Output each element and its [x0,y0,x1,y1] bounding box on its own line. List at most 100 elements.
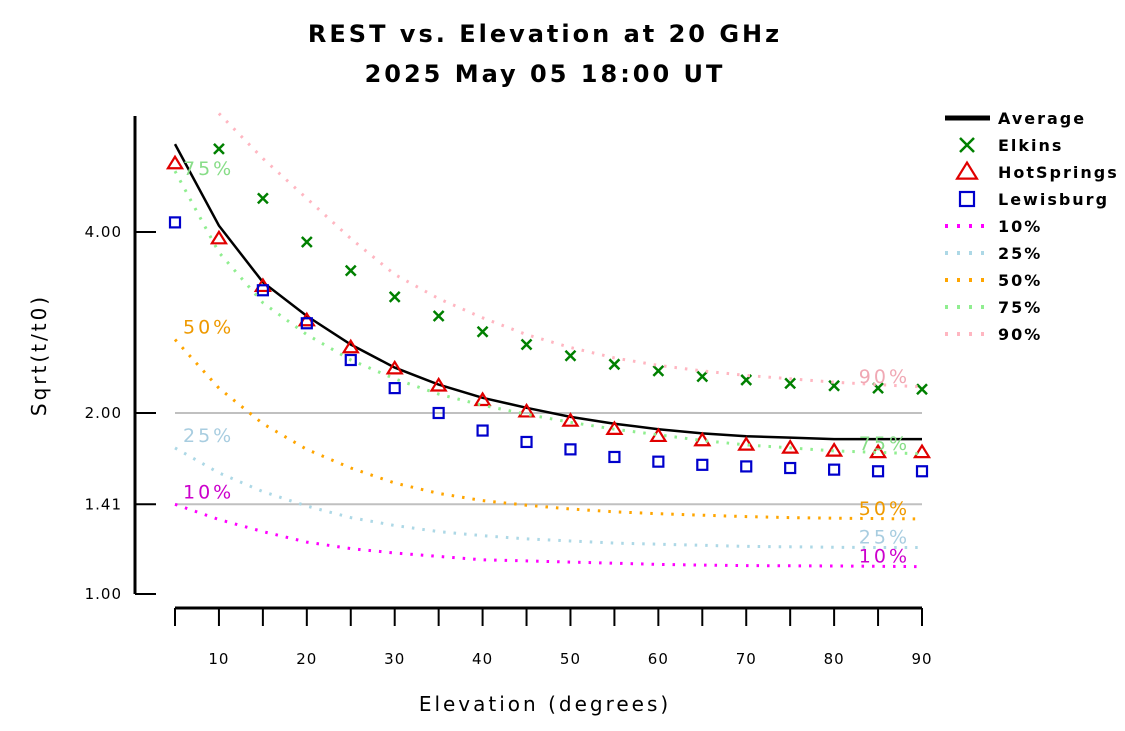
data-point-lewisburg [828,463,841,476]
series-90pct [217,112,923,389]
data-point-elkins [432,310,445,322]
x-tick-label: 20 [296,650,317,668]
legend-item-50pct: 50% [945,271,1042,290]
x-axis-label: Elevation (degrees) [419,692,671,716]
data-point-lewisburg [915,465,929,478]
chart-subtitle: 2025 May 05 18:00 UT [365,60,726,88]
legend-label: HotSprings [998,163,1119,182]
curve-label-50pct: 50% [183,317,234,339]
y-axis-label: Sqrt(t/t0) [27,294,51,416]
series-elkins [213,142,928,396]
data-point-elkins [564,349,577,362]
data-point-hotsprings [561,412,580,427]
x-tick-label: 50 [560,650,581,668]
data-point-hotsprings [737,436,756,451]
series-line-average [173,143,922,441]
data-point-lewisburg [432,406,445,420]
data-point-lewisburg [388,382,401,395]
data-point-elkins [300,236,313,248]
legend-label: 10% [998,217,1042,236]
chart-title: REST vs. Elevation at 20 GHz [308,20,782,48]
legend-swatch [958,190,976,208]
data-point-hotsprings [341,338,360,354]
data-point-lewisburg [520,435,533,449]
legend-swatch [955,160,979,180]
data-point-elkins [256,192,269,205]
data-point-lewisburg [564,443,577,456]
legend-item-90pct: 90% [945,325,1042,344]
data-point-lewisburg [344,353,357,367]
x-tick-label: 40 [472,650,493,668]
x-tick-label: 10 [208,650,229,668]
data-point-lewisburg [608,450,621,464]
data-point-elkins [652,365,665,377]
data-point-hotsprings [825,442,844,457]
data-point-lewisburg [784,461,797,475]
data-point-lewisburg [256,284,269,297]
data-point-hotsprings [297,311,316,327]
legend-label: Lewisburg [998,190,1109,209]
legend-label: 25% [998,244,1042,263]
data-point-hotsprings [605,420,624,435]
data-point-elkins [916,383,928,396]
y-tick-label: 1.00 [85,585,122,603]
x-axis-ticks: 10 20 30 40 50 60 70 80 90 [174,608,932,668]
series-average [173,143,922,441]
curve-label-25pct: 25% [859,526,910,548]
data-point-hotsprings [517,402,536,418]
data-point-lewisburg [740,460,753,473]
series-lewisburg [168,216,929,478]
series-line-10pct [174,502,923,569]
data-point-lewisburg [652,455,665,468]
series-25pct [174,446,922,549]
legend-item-75pct: 75% [945,298,1040,317]
data-point-elkins [828,379,841,392]
y-tick-label: 2.00 [85,404,122,422]
legend-label: Average [998,109,1086,128]
reference-lines [175,412,922,506]
legend-item-average: Average [945,109,1086,128]
curve-label-50pct: 50% [859,498,910,520]
data-point-lewisburg [696,458,709,471]
data-point-hotsprings [165,154,185,170]
data-point-elkins [696,370,709,383]
data-point-hotsprings [649,427,668,443]
legend-label: 50% [998,271,1042,290]
data-point-elkins [608,358,621,371]
legend-item-25pct: 25% [945,244,1042,263]
x-tick-label: 80 [824,650,845,668]
legend-label: 90% [998,325,1042,344]
series-layer [165,112,932,569]
series-line-50pct [173,338,923,521]
data-point-lewisburg [300,317,313,330]
data-point-hotsprings [209,229,229,245]
curve-label-75pct: 75% [859,433,910,455]
curve-label-75pct: 75% [183,158,234,180]
x-tick-label: 30 [384,650,405,668]
series-hotsprings [165,154,932,459]
x-tick-label: 70 [736,650,757,668]
legend-item-lewisburg: Lewisburg [958,190,1109,209]
data-point-elkins [344,264,357,277]
series-line-90pct [217,112,923,389]
data-point-hotsprings [781,439,800,454]
x-tick-label: 90 [911,650,932,668]
y-axis-ticks: 1.00 1.41 2.00 4.00 [85,223,156,603]
data-point-hotsprings [693,431,712,447]
curve-label-10pct: 10% [859,546,910,568]
legend: Average Elkins HotSprings Lewisburg 10% 25% 50… [945,109,1119,344]
y-tick-label: 4.00 [85,223,122,241]
data-point-elkins [520,338,533,351]
curve-label-90pct: 90% [859,366,910,388]
data-point-lewisburg [476,424,489,437]
legend-item-10pct: 10% [945,217,1042,236]
legend-item-elkins: Elkins [959,136,1061,155]
curve-label-25pct: 25% [183,425,234,447]
legend-swatch [959,137,975,153]
x-tick-label: 60 [648,650,669,668]
data-point-lewisburg [871,465,885,478]
data-point-hotsprings [912,443,932,459]
series-50pct [173,338,923,521]
data-point-elkins [213,142,225,155]
